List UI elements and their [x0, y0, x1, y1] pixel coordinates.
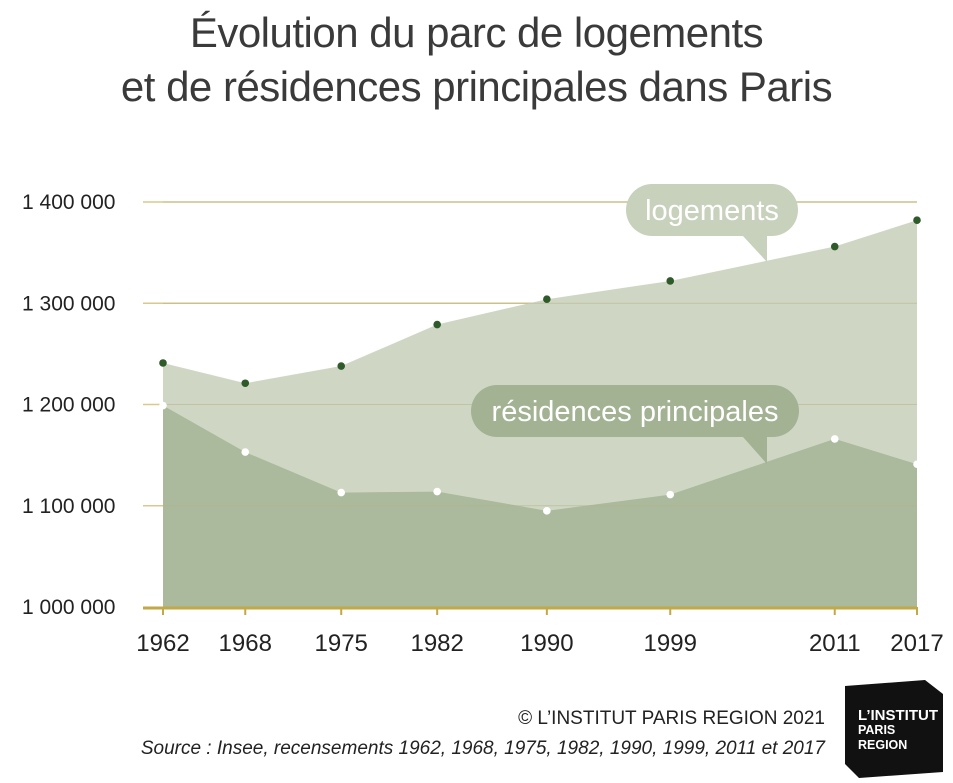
- y-tick-label: 1 400 000: [22, 191, 115, 214]
- series-labels: logements résidences principales: [471, 184, 799, 464]
- logo-line1: L’INSTITUT: [858, 707, 938, 724]
- residences-label-text: résidences principales: [492, 396, 779, 428]
- logements-point: [241, 379, 250, 388]
- logements-point: [337, 362, 346, 370]
- residences-point: [913, 460, 921, 469]
- logements-point: [543, 295, 551, 304]
- logements-label-text: logements: [645, 195, 779, 227]
- logements-point: [830, 242, 839, 251]
- x-tick-label: 1990: [520, 630, 573, 657]
- x-tick-label: 2011: [809, 630, 861, 657]
- x-tick-label: 1968: [219, 630, 272, 657]
- residences-point: [159, 401, 167, 410]
- residences-point: [337, 488, 346, 497]
- residences-area: [163, 405, 917, 607]
- logements-point: [159, 359, 167, 367]
- residences-point: [666, 490, 675, 499]
- source-text: Source : Insee, recensements 1962, 1968,…: [140, 738, 825, 759]
- residences-point: [433, 487, 441, 496]
- y-tick-label: 1 100 000: [22, 495, 115, 518]
- institut-logo: [845, 680, 943, 778]
- y-tick-label: 1 000 000: [22, 596, 115, 619]
- logements-point: [433, 320, 441, 329]
- logements-point: [666, 277, 675, 285]
- data-points: [159, 216, 921, 515]
- y-tick-label: 1 300 000: [22, 292, 115, 315]
- chart-title: Évolution du parc de logements et de rés…: [0, 6, 953, 114]
- axes: 1 000 000 1 100 000 1 200 000 1 300 000 1 40…: [22, 191, 944, 657]
- logo-text: L’INSTITUT PARIS REGION: [858, 708, 938, 753]
- residences-point: [830, 435, 839, 443]
- logo-line3: REGION: [858, 738, 908, 752]
- logements-label: logements: [626, 184, 798, 262]
- x-tick-label: 2017: [890, 630, 943, 657]
- chart-title-line1: Évolution du parc de logements: [189, 9, 764, 56]
- logo-line2: PARIS: [858, 723, 896, 737]
- x-tick-label: 1962: [136, 630, 189, 657]
- x-tick-label: 1982: [410, 630, 463, 657]
- x-tick-label: 1975: [315, 630, 368, 657]
- residences-point: [543, 507, 551, 515]
- logements-label-bubble: [626, 184, 798, 262]
- copyright-text: © L’INSTITUT PARIS REGION 2021: [518, 708, 825, 729]
- residences-point: [241, 448, 250, 456]
- y-tick-label: 1 200 000: [22, 394, 115, 417]
- residences-label: résidences principales: [471, 385, 799, 464]
- logements-point: [913, 216, 921, 225]
- x-tick-label: 1999: [644, 630, 697, 657]
- chart-title-line2: et de résidences principales dans Paris: [120, 63, 833, 110]
- residences-label-bubble: [471, 385, 799, 464]
